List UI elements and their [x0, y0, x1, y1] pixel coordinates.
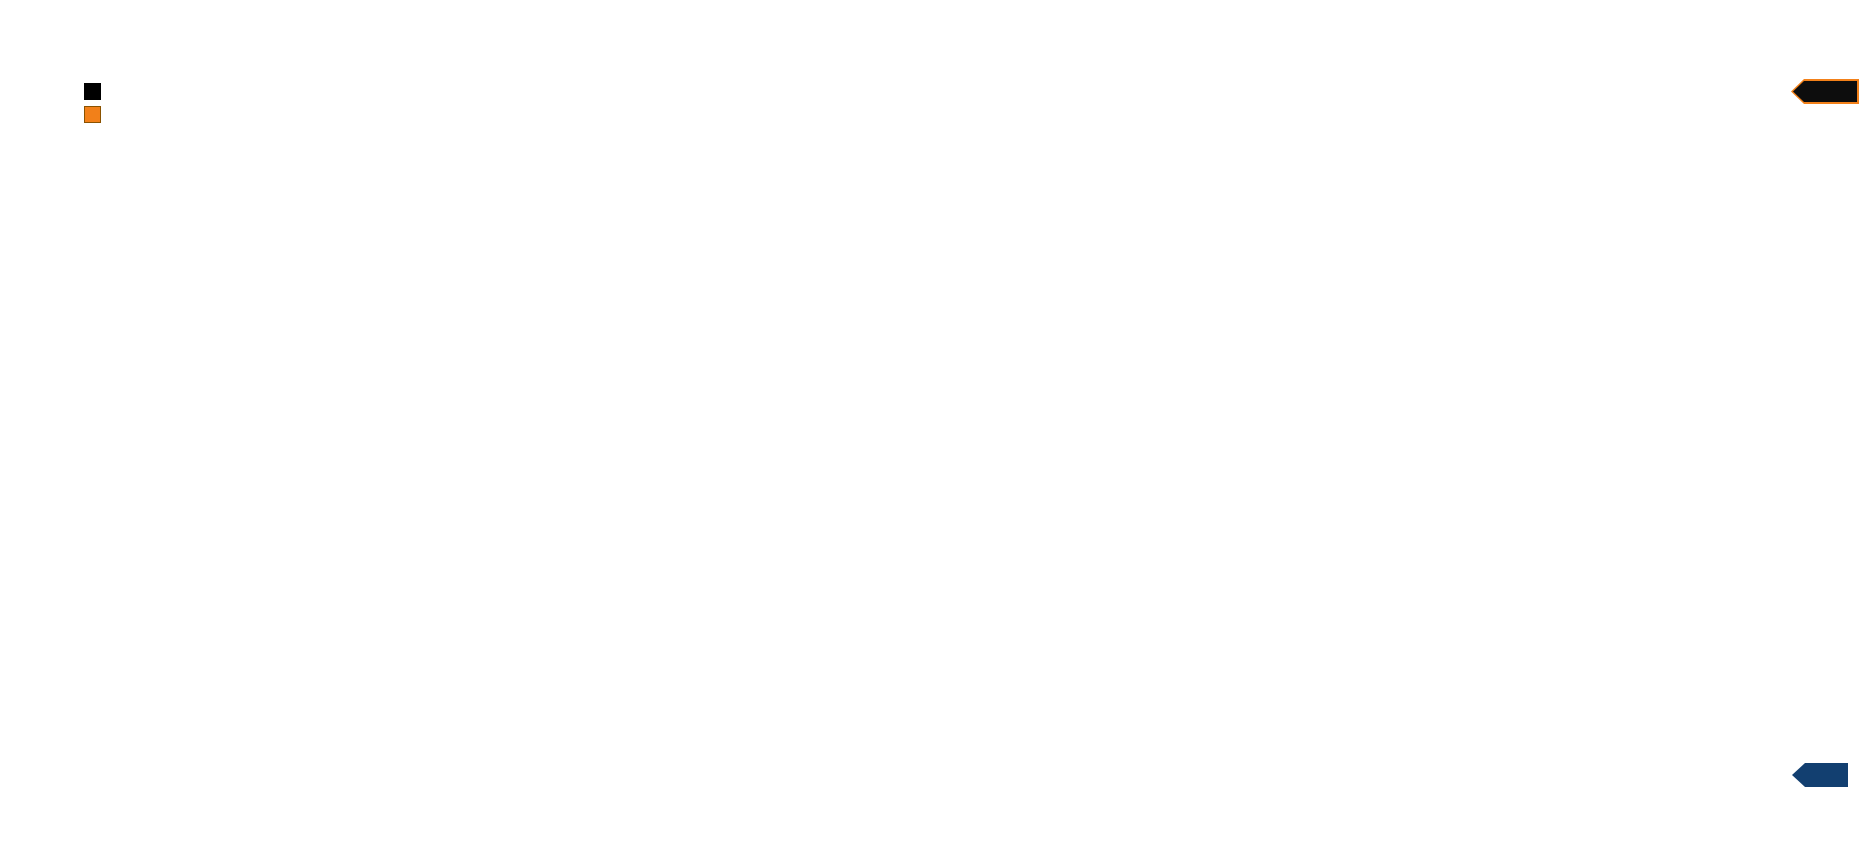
last-spread-tag	[1792, 763, 1848, 787]
x-axis	[0, 827, 1792, 849]
legend	[84, 81, 110, 125]
future-swatch-icon	[84, 83, 101, 100]
last-price-tag	[1791, 79, 1859, 104]
spot-swatch-icon	[84, 106, 101, 123]
legend-item-future	[84, 81, 110, 102]
last-price-tag-value	[1793, 81, 1857, 102]
legend-item-spot	[84, 104, 110, 125]
